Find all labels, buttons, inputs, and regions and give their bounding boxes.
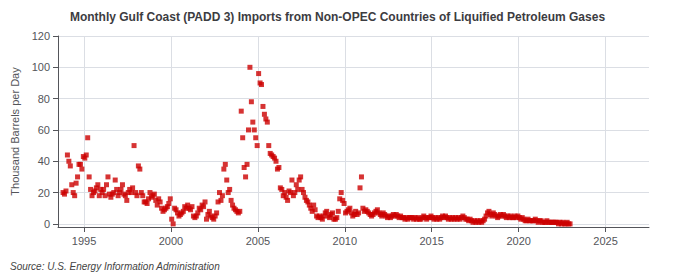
svg-text:20: 20	[38, 187, 50, 199]
svg-text:120: 120	[32, 30, 50, 42]
svg-text:Monthly Gulf Coast (PADD 3) Im: Monthly Gulf Coast (PADD 3) Imports from…	[70, 10, 605, 24]
svg-text:100: 100	[32, 61, 50, 73]
svg-text:1995: 1995	[72, 235, 96, 247]
svg-text:2020: 2020	[506, 235, 530, 247]
svg-text:2010: 2010	[333, 235, 357, 247]
svg-text:2005: 2005	[246, 235, 270, 247]
svg-text:2015: 2015	[419, 235, 443, 247]
svg-text:0: 0	[44, 218, 50, 230]
svg-text:60: 60	[38, 124, 50, 136]
svg-text:40: 40	[38, 155, 50, 167]
svg-text:80: 80	[38, 93, 50, 105]
svg-text:2025: 2025	[593, 235, 617, 247]
svg-text:Source: U.S. Energy Informatio: Source: U.S. Energy Information Administ…	[10, 261, 220, 272]
svg-text:2000: 2000	[159, 235, 183, 247]
svg-text:Thousand Barrels per Day: Thousand Barrels per Day	[9, 67, 21, 196]
